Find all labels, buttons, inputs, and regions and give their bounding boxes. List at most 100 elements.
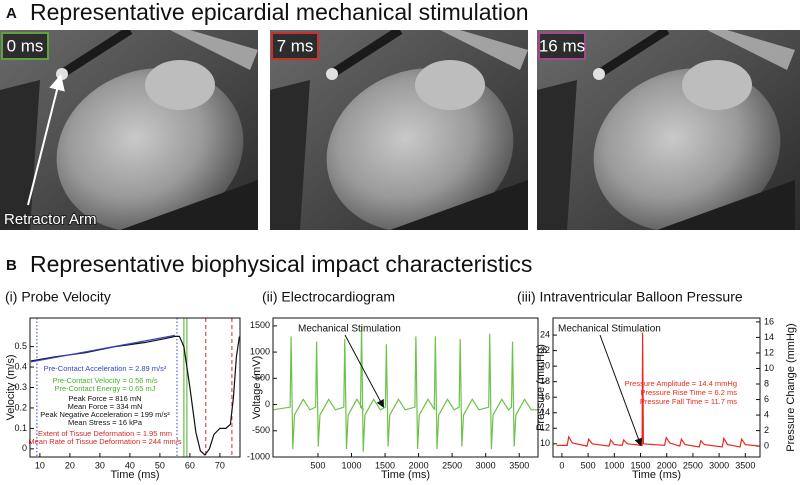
time-box xyxy=(271,32,319,60)
chart: (ii) Electrocardiogram Time (ms) Voltage (… xyxy=(247,289,539,481)
annotation: Peak Negative Acceleration = 199 m/s² xyxy=(40,410,170,419)
y-axis-label: Pressure (mmHg) xyxy=(535,344,547,431)
y-tick-label: 20 xyxy=(540,361,550,371)
x-tick-label: 1500 xyxy=(631,460,651,470)
tubes xyxy=(707,30,795,70)
annotation: Mechanical Stimulation xyxy=(558,324,661,335)
y2-tick-label: 10 xyxy=(764,363,774,373)
annotation: Mean Stress = 16 kPa xyxy=(68,418,143,427)
retractor-tip xyxy=(56,68,68,80)
y-tick-label: 0.1 xyxy=(14,423,27,433)
y2-tick-label: 14 xyxy=(764,332,774,342)
panel-title: Representative biophysical impact charac… xyxy=(30,251,532,277)
annotation: Pressure Rise Time = 6.2 ms xyxy=(641,388,738,397)
photo xyxy=(537,30,800,230)
tubes xyxy=(440,30,528,70)
device xyxy=(0,80,40,230)
x-tick-label: 40 xyxy=(125,460,135,470)
retractor-tip xyxy=(326,68,338,80)
x-tick-label: 2000 xyxy=(657,460,677,470)
y-tick-label: 14 xyxy=(540,407,550,417)
tubes xyxy=(170,30,258,70)
heart xyxy=(56,68,244,230)
x-tick-label: 1000 xyxy=(604,460,624,470)
y2-tick-label: 2 xyxy=(764,425,769,435)
annotation: Pressure Fall Time = 11.7 ms xyxy=(640,397,737,406)
y-tick-label: 1000 xyxy=(250,346,270,356)
panel-label: B xyxy=(6,257,17,274)
x-tick-label: 500 xyxy=(310,460,325,470)
y-tick-label: 0.2 xyxy=(14,402,27,412)
x-tick-label: 30 xyxy=(95,460,105,470)
heart xyxy=(326,68,514,230)
platform xyxy=(390,180,528,230)
y-tick-label: 0.3 xyxy=(14,382,27,392)
annotation: Pre-Contact Acceleration = 2.89 m/s² xyxy=(44,364,167,373)
photo xyxy=(0,30,258,230)
x-tick-label: 60 xyxy=(185,460,195,470)
annotation: Retractor Arm xyxy=(4,211,97,228)
x-tick-label: 3500 xyxy=(509,460,529,470)
heart-top xyxy=(145,60,215,110)
time-box xyxy=(538,32,586,60)
chart: (i) Probe Velocity Time (ms) Velocity (m/s… xyxy=(5,289,241,481)
x-tick-label: 500 xyxy=(581,460,596,470)
x-tick-label: 2500 xyxy=(683,460,703,470)
annotation-arrow xyxy=(27,74,65,206)
y2-axis-label: Pressure Change (mmHg) xyxy=(785,323,797,451)
device xyxy=(537,80,577,230)
y-tick-label: 24 xyxy=(540,329,550,339)
y2-tick-label: 0 xyxy=(764,441,769,451)
y2-tick-label: 4 xyxy=(764,409,769,419)
x-axis-label: Time (ms) xyxy=(381,469,430,481)
photo xyxy=(270,30,528,230)
chart-title: (ii) Electrocardiogram xyxy=(262,289,395,305)
y2-tick-label: 12 xyxy=(764,347,774,357)
x-tick-label: 3000 xyxy=(476,460,496,470)
annotation: Extent of Tissue Deformation = 1.95 mm xyxy=(38,429,172,438)
y2-tick-label: 8 xyxy=(764,378,769,388)
annotation: Pre-Contact Velocity = 0.56 m/s xyxy=(52,376,158,385)
annotation: Mean Force = 334 mN xyxy=(68,402,143,411)
data-line xyxy=(556,332,761,448)
x-tick-label: 1000 xyxy=(341,460,361,470)
y-tick-label: 500 xyxy=(255,373,270,383)
y-tick-label: 22 xyxy=(540,345,550,355)
x-tick-label: 1500 xyxy=(375,460,395,470)
x-tick-label: 3500 xyxy=(735,460,755,470)
annotation-arrow xyxy=(599,334,643,447)
y-tick-label: 10 xyxy=(540,438,550,448)
x-axis-label: Time (ms) xyxy=(110,469,159,481)
retractor xyxy=(594,30,670,79)
x-tick-label: 2000 xyxy=(409,460,429,470)
x-tick-label: 3000 xyxy=(709,460,729,470)
x-axis-label: Time (ms) xyxy=(632,469,681,481)
annotation: Peak Force = 816 mN xyxy=(68,394,141,403)
panel-label: A xyxy=(6,5,17,22)
y-tick-label: 0 xyxy=(265,399,270,409)
time-box xyxy=(1,32,49,60)
retractor xyxy=(57,30,133,79)
y2-tick-label: 16 xyxy=(764,316,774,326)
time-label: 0 ms xyxy=(7,36,44,55)
heart-top xyxy=(682,60,752,110)
y2-tick-label: 6 xyxy=(764,394,769,404)
plot-frame xyxy=(272,317,539,458)
y-tick-label: 0.5 xyxy=(14,341,27,351)
platform xyxy=(120,180,258,230)
annotation: Pressure Amplitude = 14.4 mmHg xyxy=(625,379,737,388)
chart-title: (iii) Intraventricular Balloon Pressure xyxy=(517,289,743,305)
panel-title: Representative epicardial mechanical sti… xyxy=(30,0,529,25)
annotation: Mean Rate of Tissue Deformation = 244 mm… xyxy=(28,437,181,446)
y-tick-label: -1000 xyxy=(247,451,270,461)
y-tick-label: -500 xyxy=(252,425,270,435)
x-tick-label: 0 xyxy=(559,460,564,470)
y-tick-label: 12 xyxy=(540,423,550,433)
plot-frame xyxy=(552,317,761,458)
device xyxy=(270,80,310,230)
annotation-arrow xyxy=(344,334,384,408)
y-tick-label: 0 xyxy=(22,443,27,453)
data-line xyxy=(30,335,240,456)
data-line xyxy=(30,334,176,363)
platform xyxy=(657,180,795,230)
